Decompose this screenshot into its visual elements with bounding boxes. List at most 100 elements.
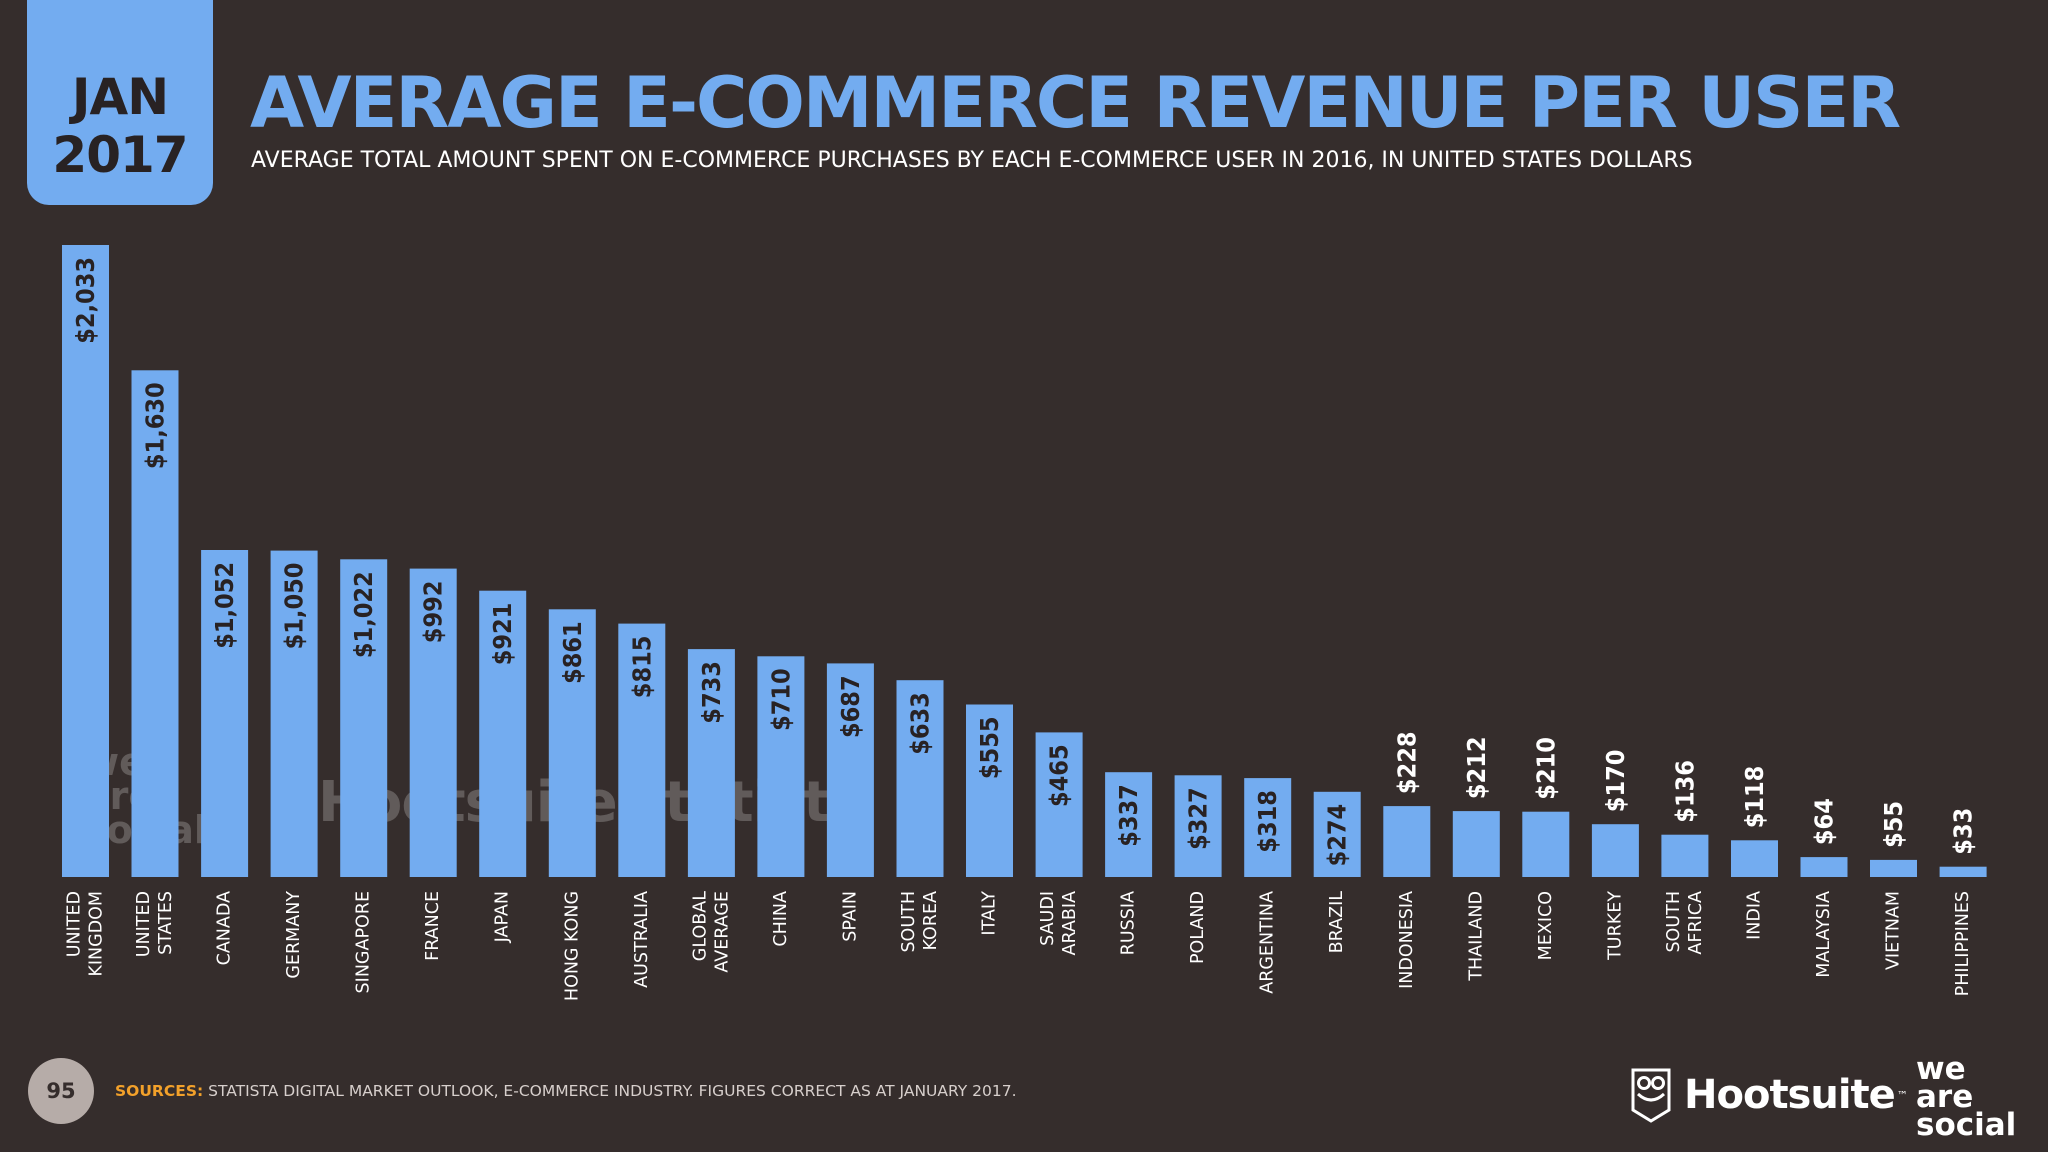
category-label: STATES [156, 891, 176, 955]
bar [1035, 732, 1083, 877]
bar [340, 559, 388, 877]
category-label: KOREA [921, 891, 941, 951]
bar [1731, 840, 1778, 877]
bar-value-label: $1,630 [141, 382, 170, 469]
category-label: MEXICO [1536, 891, 1556, 960]
bar [896, 680, 944, 877]
bar [618, 623, 666, 877]
bar [1800, 857, 1848, 877]
bar-value-label: $555 [975, 717, 1004, 780]
bar [131, 370, 179, 877]
category-label: SPAIN [840, 891, 860, 942]
bar-value-label: $992 [419, 581, 448, 644]
bar [1383, 806, 1431, 877]
bar [1661, 834, 1709, 877]
category-label: UNITED [134, 891, 154, 957]
bar-value-label: $55 [1879, 801, 1908, 848]
bar-value-label: $210 [1531, 737, 1560, 800]
bar [270, 550, 318, 877]
category-label: SOUTH [1664, 891, 1684, 953]
category-label: AVERAGE [712, 891, 732, 973]
bar-value-label: $815 [627, 636, 656, 699]
bar-value-label: $633 [906, 692, 935, 755]
category-label: RUSSIA [1119, 891, 1139, 955]
trademark-mark: ™ [1896, 1088, 1908, 1102]
category-label: SAUDI [1038, 891, 1058, 946]
bar-value-label: $64 [1810, 798, 1839, 845]
sources-note: SOURCES: STATISTA DIGITAL MARKET OUTLOOK… [115, 1082, 1017, 1100]
bar [201, 550, 249, 877]
bar-value-label: $136 [1670, 760, 1699, 823]
category-label: KINGDOM [87, 891, 107, 977]
bar [1452, 811, 1500, 877]
bar [757, 656, 805, 877]
bar-value-label: $1,052 [210, 562, 239, 649]
bar-value-label: $170 [1601, 750, 1630, 813]
hootsuite-logo: Hootsuite ™ [1630, 1063, 1908, 1127]
bar [966, 704, 1013, 877]
bar-value-label: $687 [836, 675, 865, 738]
date-month: JAN [71, 68, 169, 126]
bar [1105, 772, 1153, 877]
category-label: UNITED [65, 891, 85, 957]
category-label: ITALY [980, 891, 1000, 936]
bar-value-label: $710 [766, 668, 795, 731]
bar-value-label: $861 [558, 621, 587, 684]
bar [1591, 824, 1639, 877]
bar-value-label: $212 [1462, 736, 1491, 799]
bar [1939, 866, 1987, 877]
bar-value-label: $465 [1045, 744, 1074, 807]
category-label: GERMANY [284, 891, 304, 979]
bar-value-label: $1,022 [349, 571, 378, 658]
owl-icon [1631, 1068, 1671, 1123]
date-badge: JAN 2017 [27, 0, 213, 205]
category-label: INDIA [1745, 891, 1765, 940]
hootsuite-wordmark: Hootsuite [1684, 1072, 1896, 1118]
bar-value-label: $274 [1323, 804, 1352, 867]
category-label: THAILAND [1466, 891, 1486, 982]
bar-value-label: $337 [1114, 784, 1143, 847]
bar-value-label: $327 [1184, 787, 1213, 850]
bar [687, 649, 735, 877]
bar [548, 609, 596, 877]
category-label: BRAZIL [1327, 891, 1347, 954]
bar [1244, 778, 1292, 877]
bar [1174, 775, 1222, 877]
bar-value-label: $228 [1392, 731, 1421, 794]
bar [1522, 811, 1570, 877]
category-label: GLOBAL [690, 891, 710, 961]
bar [62, 245, 109, 877]
category-label: TURKEY [1605, 891, 1625, 961]
category-label: SOUTH [899, 891, 919, 953]
category-label: CHINA [771, 891, 791, 947]
bar [1870, 859, 1917, 877]
category-label: CANADA [215, 891, 235, 965]
bar [1313, 791, 1361, 877]
bar [479, 590, 527, 877]
category-label: AUSTRALIA [632, 891, 652, 988]
page-title: AVERAGE E-COMMERCE REVENUE PER USER [250, 62, 1901, 144]
bar-value-label: $921 [488, 603, 517, 666]
category-label: INDONESIA [1397, 891, 1417, 989]
was-line-are: are [1916, 1079, 1974, 1115]
date-year: 2017 [52, 126, 188, 184]
bar-value-label: $1,050 [280, 563, 309, 650]
category-label: SINGAPORE [354, 891, 374, 993]
was-line-social: social [1916, 1107, 2017, 1143]
bar [826, 663, 874, 877]
category-label: VIETNAM [1884, 891, 1904, 970]
category-label: POLAND [1188, 891, 1208, 964]
bar-value-label: $733 [697, 661, 726, 724]
category-label: AFRICA [1686, 891, 1706, 955]
was-line-we: we [1916, 1051, 1966, 1087]
category-label: PHILIPPINES [1953, 891, 1973, 996]
bar [409, 568, 457, 877]
category-label: FRANCE [423, 891, 443, 961]
we-are-social-logo: we are social [1916, 1051, 2017, 1143]
bar-value-label: $2,033 [71, 257, 100, 344]
category-label: JAPAN [493, 891, 513, 943]
sources-text: STATISTA DIGITAL MARKET OUTLOOK, E-COMME… [208, 1082, 1017, 1100]
bar-value-label: $33 [1949, 808, 1978, 855]
